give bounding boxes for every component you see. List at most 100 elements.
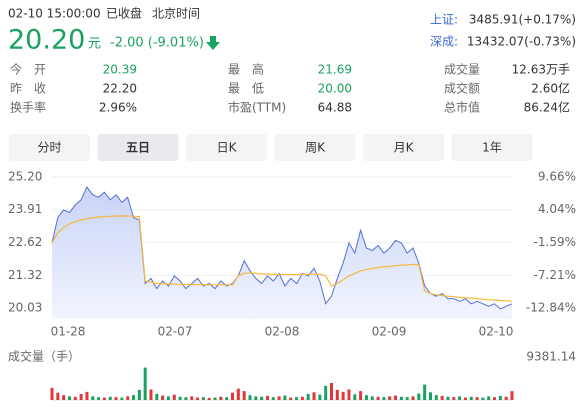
volume-bar [347,389,351,400]
volume-bar [143,367,147,400]
volume-bar [213,397,217,400]
volume-bar [493,397,497,400]
price-area [52,187,512,319]
tab[interactable] [451,134,533,161]
volume-bar [178,396,182,400]
volume-bar [510,391,514,400]
volume-bar [504,396,508,400]
index-name: 上证: [430,13,458,27]
volume-bar [423,384,427,400]
volume-max: 9381.14 [526,350,576,364]
volume-bar [97,397,101,400]
stat-value: 21.69 [318,63,352,77]
volume-bar [382,397,386,400]
volume-bar [335,389,339,400]
stat-label: 总市值 [444,100,480,115]
x-tick-label: 01-28 [51,325,86,339]
stat-value: 20.00 [318,82,352,96]
volume-bar [487,396,491,400]
y-tick-label: 22.62 [8,235,42,249]
volume-bar [458,396,462,400]
stat-value: 2.60亿 [531,81,570,96]
tab[interactable] [363,134,444,161]
volume-bar [79,393,83,400]
volume-bar [283,395,287,400]
tab-label[interactable]: 周K [305,141,326,155]
volume-bar [324,385,328,400]
price: 20.20 [8,25,85,56]
tab-label[interactable]: 五日 [126,141,150,155]
volume-bar [463,397,467,400]
tab-label[interactable]: 日K [217,141,238,155]
y-tick-label: 21.32 [8,268,42,282]
volume-bar [411,396,415,400]
volume-bar [359,391,363,400]
timezone: 北京时间 [152,7,200,21]
x-tick-label: 02-10 [479,325,514,339]
datetime: 02-10 15:00:00 [8,7,101,21]
volume-bar [114,397,118,400]
stat-value: 86.24亿 [524,100,570,115]
y2-tick-label: 4.04% [538,202,576,216]
volume-bar [91,396,95,400]
y-tick-label: 20.03 [8,301,42,315]
index-value: 13432.07(-0.73%) [467,35,576,49]
volume-bar [260,396,264,400]
stat-value: 12.63万手 [512,63,570,77]
index-value: 3485.91(+0.17%) [469,13,576,27]
price-line [51,186,513,310]
tab-label[interactable]: 1年 [482,141,502,155]
tab-label[interactable]: 月K [394,141,415,155]
volume-bar [428,392,432,400]
volume-bar [62,395,66,400]
stat-label: 今 开 [10,62,46,77]
volume-bar [329,382,333,400]
y2-tick-label: 9.66% [538,170,576,184]
stat-label: 昨 收 [10,82,46,96]
stat-label: 市盈(TTM) [228,100,286,115]
tab[interactable] [9,134,90,161]
volume-bar [417,393,421,400]
tab[interactable] [97,134,179,161]
tab-label[interactable]: 分时 [37,141,61,155]
volume-bar [166,396,170,400]
volume-bar [172,394,176,400]
y2-tick-label: -12.84% [526,301,576,315]
y2-tick-label: -1.59% [534,235,576,249]
volume-bar [120,397,124,400]
x-tick-label: 02-07 [158,325,193,339]
volume-bar [388,396,392,400]
volume-bar [50,387,54,400]
volume-bar [56,392,60,400]
volume-bar [73,396,77,400]
volume-bar [85,391,89,400]
volume-bar [434,395,438,400]
tab[interactable] [186,134,267,161]
volume-bar [452,397,456,400]
stat-label: 最 低 [228,82,264,96]
volume-bar [132,395,136,400]
volume-bar [318,394,322,400]
volume-bar [475,397,479,400]
volume-bar [242,391,246,400]
volume-bar [265,395,269,400]
volume-bar [248,395,252,400]
stat-value: 22.20 [103,82,137,96]
tab[interactable] [274,134,356,161]
index-name: 深成: [430,35,458,49]
volume-bar [295,397,299,400]
y-tick-label: 25.20 [8,170,42,184]
volume-bar [149,389,153,400]
y2-tick-label: -7.21% [534,268,576,282]
volume-bar [102,397,106,400]
volume-bar [207,397,211,400]
volume-bar [300,396,304,400]
volume-bar [289,397,293,400]
volume-bar [108,396,112,400]
volume-label: 成交量（手） [8,349,80,364]
volume-bar [446,396,450,400]
volume-bar [312,392,316,400]
stat-label: 成交额 [444,81,480,96]
stat-label: 成交量 [444,62,480,77]
